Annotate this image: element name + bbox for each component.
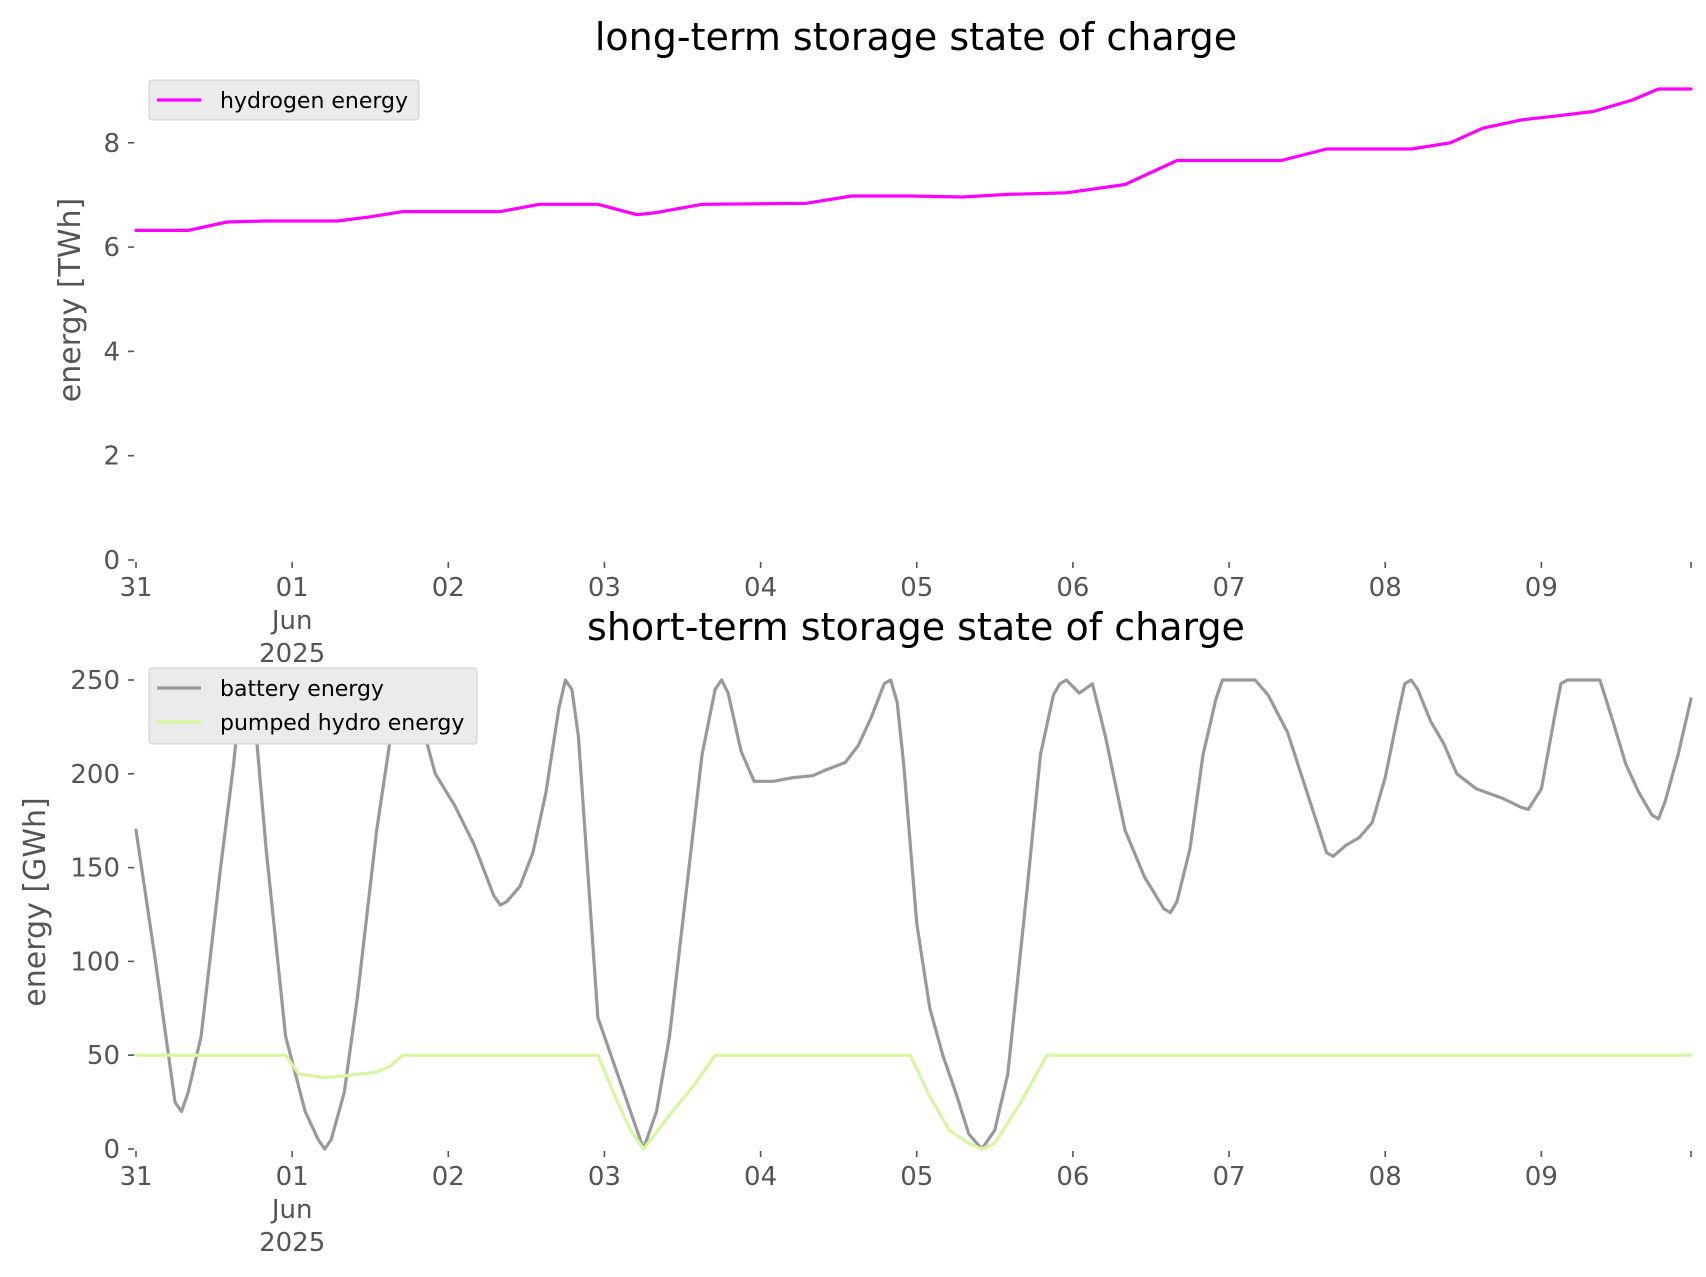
x-tick-label: 01 bbox=[276, 1162, 309, 1192]
y-tick-label: 8 bbox=[103, 129, 120, 159]
x-tick-label: 05 bbox=[900, 1162, 933, 1192]
x-tick-label: 2025 bbox=[259, 639, 325, 669]
chart-title: long-term storage state of charge bbox=[595, 15, 1237, 59]
x-tick-label: 08 bbox=[1369, 1162, 1402, 1192]
y-tick-label: 4 bbox=[103, 337, 120, 367]
y-tick-label: 100 bbox=[70, 947, 120, 977]
y-tick-label: 0 bbox=[103, 1135, 120, 1165]
legend: hydrogen energy bbox=[148, 79, 420, 121]
y-tick-label: 50 bbox=[87, 1041, 120, 1071]
x-tick-label: 08 bbox=[1369, 573, 1402, 603]
series-line-pumped-hydro-energy bbox=[134, 1053, 1693, 1151]
y-tick-label: 200 bbox=[70, 760, 120, 790]
y-axis-label: energy [TWh] bbox=[53, 198, 88, 402]
x-tick-label: 03 bbox=[588, 1162, 621, 1192]
x-tick-label: 31 bbox=[119, 1162, 152, 1192]
long-term-storage-chart: long-term storage state of charge energy… bbox=[53, 15, 1693, 669]
y-tick-label: 6 bbox=[103, 233, 120, 263]
x-tick-label: 02 bbox=[432, 1162, 465, 1192]
x-tick-label: 09 bbox=[1525, 1162, 1558, 1192]
legend-label: battery energy bbox=[220, 677, 384, 702]
x-tick-label: 07 bbox=[1213, 573, 1246, 603]
legend-box bbox=[148, 79, 420, 121]
x-tick-label: 01 bbox=[276, 573, 309, 603]
legend: battery energy pumped hydro energy bbox=[148, 667, 478, 745]
x-tick-label: 05 bbox=[900, 573, 933, 603]
x-tick-label: 03 bbox=[588, 573, 621, 603]
x-tick-label: Jun bbox=[270, 606, 313, 636]
x-tick-label: 04 bbox=[744, 1162, 777, 1192]
y-tick-label: 250 bbox=[70, 666, 120, 696]
series-line-hydrogen-energy bbox=[134, 87, 1693, 232]
x-tick-label: 07 bbox=[1213, 1162, 1246, 1192]
plot-lines bbox=[134, 87, 1693, 232]
legend-label: hydrogen energy bbox=[220, 89, 408, 114]
y-axis-ticks: 0 2 4 6 8 bbox=[103, 129, 134, 576]
x-tick-label: 06 bbox=[1056, 573, 1089, 603]
x-tick-label: 04 bbox=[744, 573, 777, 603]
y-tick-label: 0 bbox=[103, 546, 120, 576]
y-tick-label: 150 bbox=[70, 854, 120, 884]
x-tick-label: 2025 bbox=[259, 1228, 325, 1258]
y-axis-label: energy [GWh] bbox=[18, 797, 53, 1006]
x-tick-label: 02 bbox=[432, 573, 465, 603]
short-term-storage-chart: short-term storage state of charge energ… bbox=[18, 605, 1693, 1258]
chart-title: short-term storage state of charge bbox=[587, 605, 1245, 649]
legend-label: pumped hydro energy bbox=[220, 711, 464, 736]
x-tick-label: Jun bbox=[270, 1195, 313, 1225]
y-axis-ticks: 0 50 100 150 200 250 bbox=[70, 666, 134, 1165]
x-tick-label: 09 bbox=[1525, 573, 1558, 603]
y-tick-label: 2 bbox=[103, 442, 120, 472]
legend-box bbox=[148, 667, 478, 745]
x-tick-label: 06 bbox=[1056, 1162, 1089, 1192]
x-tick-label: 31 bbox=[119, 573, 152, 603]
